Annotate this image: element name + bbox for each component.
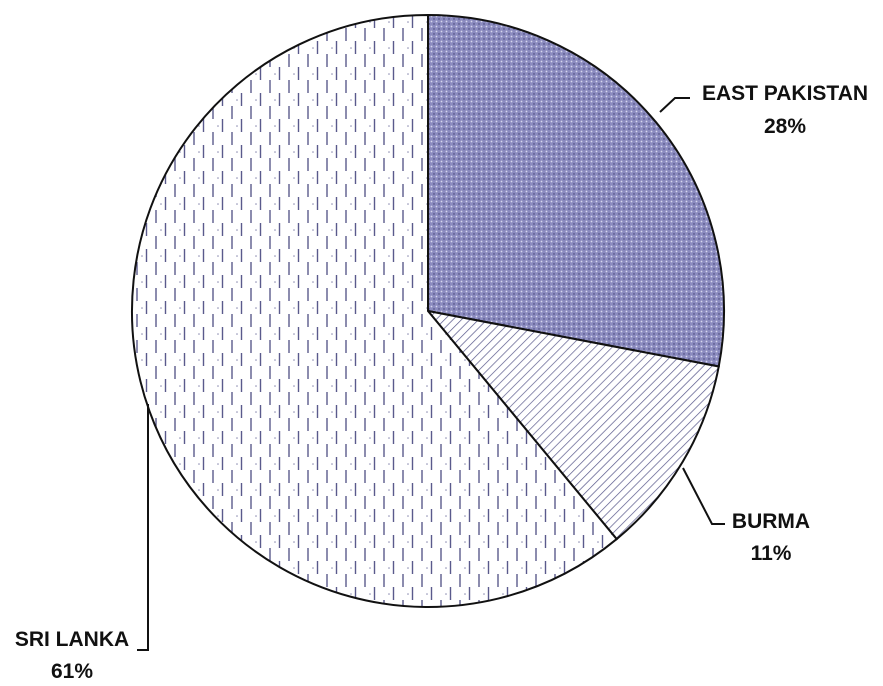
slice-label-burma: BURMA [732, 510, 810, 533]
leader-line-sri-lanka [137, 404, 149, 651]
slice-value-east-pakistan: 28% [764, 115, 806, 138]
slice-callout-burma: BURMA 11% [682, 467, 810, 565]
leader-line-burma [682, 467, 725, 525]
slice-callout-sri-lanka: SRI LANKA 61% [15, 404, 149, 683]
slice-value-burma: 11% [751, 542, 792, 565]
slice-callout-east-pakistan: EAST PAKISTAN 28% [659, 82, 868, 138]
slice-label-east-pakistan: EAST PAKISTAN [702, 82, 868, 105]
slice-label-sri-lanka: SRI LANKA [15, 628, 129, 651]
slice-value-sri-lanka: 61% [51, 660, 93, 683]
pie-slices [131, 13, 726, 608]
pie-slice-sri-lanka [131, 13, 619, 608]
pie-slice-burma [425, 309, 720, 541]
pie-slice-east-pakistan [427, 13, 726, 368]
leader-line-east-pakistan [659, 97, 690, 113]
